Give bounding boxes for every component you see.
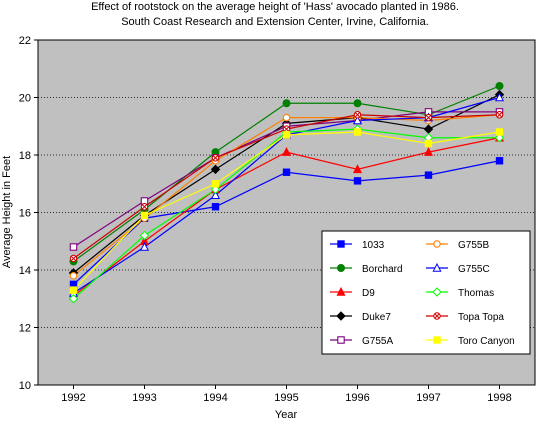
data-point	[282, 125, 291, 133]
data-point	[210, 164, 221, 175]
legend-swatch-marker	[337, 264, 345, 272]
legend-swatch-marker	[432, 262, 442, 272]
data-point	[210, 190, 221, 199]
legend-item: Borchard	[330, 264, 403, 275]
data-point	[495, 128, 504, 136]
legend-swatch-marker	[336, 311, 346, 321]
legend-item: G755A	[330, 336, 393, 347]
data-point	[282, 168, 291, 176]
data-point	[69, 271, 78, 280]
x-tick-label: 1996	[345, 392, 369, 404]
legend-label: G755A	[362, 336, 393, 347]
legend-label: G755B	[458, 240, 489, 251]
legend-swatch-marker	[337, 336, 345, 344]
data-point	[352, 164, 363, 174]
legend-label: G755C	[458, 264, 490, 275]
legend-swatch-marker	[432, 287, 442, 297]
legend-item: Duke7	[330, 311, 391, 323]
data-point	[68, 294, 79, 304]
data-point	[211, 154, 220, 162]
data-point	[353, 99, 362, 108]
x-tick-label: 1994	[203, 392, 227, 404]
marker-cross	[212, 155, 219, 161]
legend-label: 1033	[362, 240, 385, 251]
x-axis: 1992 1993 1994 1995 1996 1997 1998	[61, 385, 512, 404]
data-point	[353, 111, 362, 119]
legend-label: Toro Canyon	[458, 336, 515, 347]
data-point	[139, 230, 150, 241]
legend-swatch-marker	[433, 336, 441, 344]
x-tick-label: 1998	[487, 392, 511, 404]
marker-cross	[283, 126, 290, 132]
data-point	[139, 241, 150, 251]
data-point	[211, 180, 220, 188]
data-point	[282, 113, 291, 122]
y-tick-label: 18	[19, 150, 31, 162]
data-point	[282, 99, 291, 108]
y-tick-label: 10	[19, 380, 31, 392]
chart-subtitle: South Coast Research and Extension Cente…	[121, 16, 429, 28]
data-point	[211, 203, 220, 211]
legend-item: Toro Canyon	[426, 336, 515, 347]
series-markers	[68, 82, 505, 304]
legend-label: Topa Topa	[458, 312, 504, 323]
data-point	[353, 177, 362, 185]
y-tick-label: 22	[19, 35, 31, 47]
data-point	[282, 131, 291, 139]
legend-label: Duke7	[362, 312, 391, 323]
y-tick-label: 12	[19, 323, 31, 335]
marker-cross	[425, 115, 432, 121]
y-tick-label: 14	[19, 265, 31, 277]
data-point	[424, 139, 433, 148]
legend-label: Thomas	[458, 288, 494, 299]
data-point	[423, 147, 434, 156]
legend-swatch-marker	[337, 240, 345, 248]
data-point	[140, 203, 149, 211]
legend-item: 1033	[330, 240, 385, 251]
x-tick-label: 1997	[416, 392, 440, 404]
legend-swatch-marker	[336, 286, 346, 296]
data-point	[210, 184, 221, 195]
data-point	[495, 82, 504, 90]
legend-label: Borchard	[362, 264, 403, 275]
x-tick-label: 1992	[61, 392, 85, 404]
data-point	[69, 286, 78, 294]
marker-cross	[354, 112, 361, 118]
data-point	[69, 243, 78, 251]
x-tick-label: 1993	[132, 392, 156, 404]
legend-item: Thomas	[426, 287, 494, 299]
legend-swatch-marker	[433, 240, 441, 248]
data-point	[424, 171, 433, 179]
legend-swatch-marker	[433, 312, 441, 320]
legend-label: D9	[362, 288, 375, 299]
chart-title: Effect of rootstock on the average heigh…	[91, 1, 459, 13]
data-point	[281, 147, 292, 156]
legend-item: D9	[330, 286, 375, 299]
data-point	[424, 113, 433, 122]
legend-item: G755B	[426, 240, 489, 251]
data-point	[495, 157, 504, 165]
data-point	[495, 111, 504, 119]
data-point	[494, 133, 505, 143]
data-point	[69, 254, 78, 263]
data-point	[353, 128, 362, 136]
marker-cross	[70, 255, 77, 262]
y-axis: 10 12 14 16 18 20 22	[19, 35, 38, 392]
y-tick-label: 16	[19, 208, 31, 220]
legend-item: G755C	[426, 262, 490, 275]
marker-cross	[434, 313, 440, 319]
marker-cross	[496, 112, 503, 118]
marker-cross	[141, 204, 148, 210]
x-axis-label: Year	[275, 409, 298, 421]
data-point	[140, 211, 149, 220]
legend-item: Topa Topa	[426, 312, 504, 323]
data-point	[494, 92, 505, 102]
y-tick-label: 20	[19, 93, 31, 105]
y-axis-label: Average Height in Feet	[1, 156, 13, 268]
data-point	[352, 115, 363, 125]
legend: 1033 Borchard D9 Duke7 G755A G755B G755C Thomas…	[321, 230, 531, 355]
x-tick-label: 1995	[274, 392, 298, 404]
